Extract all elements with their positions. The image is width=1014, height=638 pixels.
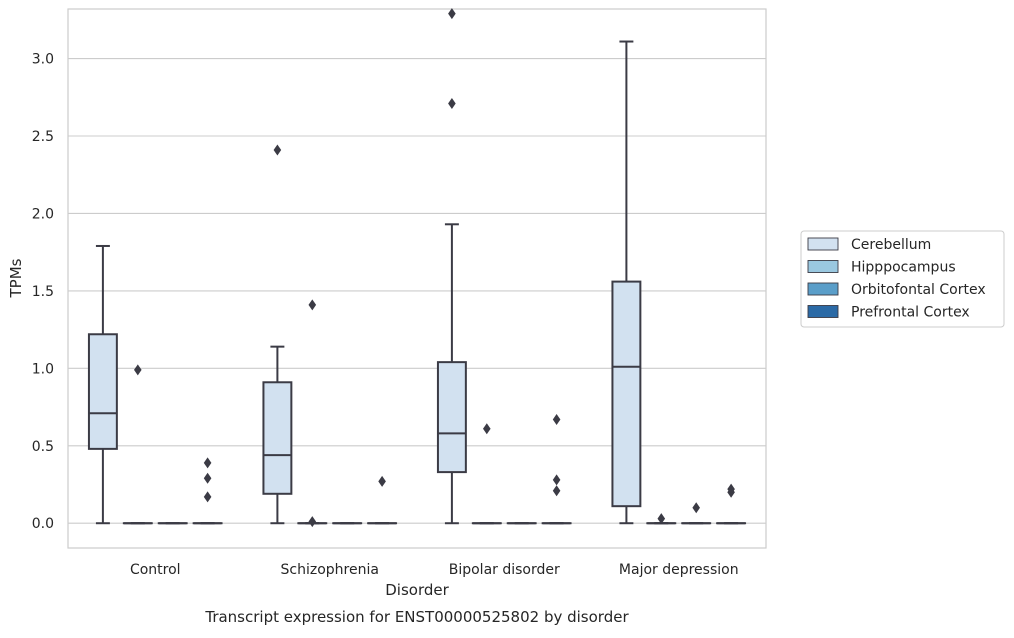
legend-label: Orbitofontal Cortex: [851, 282, 986, 298]
y-tick-label: 0.0: [32, 516, 54, 532]
legend-swatch: [808, 306, 838, 318]
x-tick-labels: Control Schizophrenia Bipolar disorder Majo…: [130, 562, 739, 578]
plot-area: [68, 9, 766, 548]
y-tick-label: 2.0: [32, 206, 54, 222]
y-tick-label: 1.5: [32, 284, 54, 300]
x-tick-label: Major depression: [619, 562, 739, 578]
legend-swatch: [808, 283, 838, 295]
box-iqr: [89, 334, 117, 449]
legend-label: Hipppocampus: [851, 260, 956, 276]
y-axis-title: TPMs: [7, 258, 25, 298]
chart-title: Transcript expression for ENST0000052580…: [204, 608, 629, 626]
x-tick-label: Control: [130, 562, 181, 578]
box-iqr: [612, 282, 640, 507]
box-iqr: [263, 382, 291, 494]
y-tick-label: 0.5: [32, 439, 54, 455]
y-tick-label: 3.0: [32, 52, 54, 68]
x-tick-label: Bipolar disorder: [449, 562, 560, 578]
legend-label: Cerebellum: [851, 237, 931, 253]
legend-label: Prefrontal Cortex: [851, 305, 970, 321]
y-tick-label: 2.5: [32, 129, 54, 145]
box-iqr: [438, 362, 466, 472]
y-tick-label: 1.0: [32, 361, 54, 377]
y-tick-labels: 0.0 0.5 1.0 1.5 2.0 2.5 3.0: [32, 52, 54, 533]
legend-swatch: [808, 238, 838, 250]
legend-swatch: [808, 261, 838, 273]
x-axis-title: Disorder: [385, 581, 449, 599]
legend: Cerebellum Hipppocampus Orbitofontal Corte…: [801, 231, 1004, 327]
x-tick-label: Schizophrenia: [281, 562, 379, 578]
